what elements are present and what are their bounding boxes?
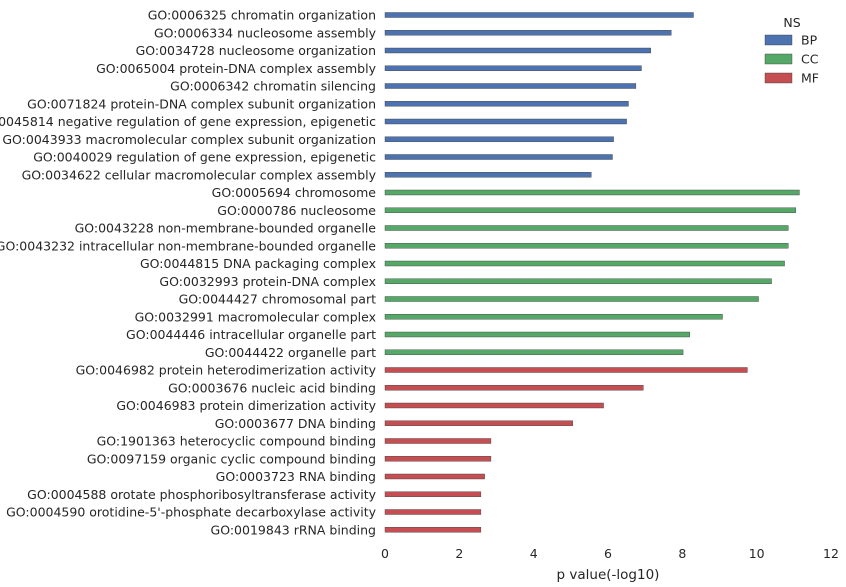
bar-cc-8: [384, 331, 690, 338]
x-tick-label: 12: [823, 546, 839, 561]
bar-bp-1: [384, 30, 672, 36]
category-label: GO:0006334 nucleosome assembly: [154, 25, 377, 40]
x-tick-label: 4: [530, 546, 538, 561]
category-label: GO:0044427 chromosomal part: [179, 292, 376, 307]
bar-mf-6: [384, 473, 485, 480]
category-label: GO:0044446 intracellular organelle part: [126, 327, 376, 342]
category-label: GO:0006325 chromatin organization: [148, 8, 376, 23]
category-label: GO:0019843 rRNA binding: [211, 522, 376, 537]
category-labels-group: GO:0006325 chromatin organization GO:0006…: [0, 8, 377, 538]
legend-label-cc: CC: [801, 52, 819, 67]
bar-mf-8: [384, 509, 482, 515]
x-tick-label: 0: [381, 546, 389, 561]
bar-bp-9: [384, 172, 592, 178]
bar-bp-6: [384, 118, 627, 125]
category-label: GO:0040029 regulation of gene expression…: [33, 150, 376, 165]
category-label: GO:0044422 organelle part: [205, 345, 376, 360]
legend: NS BP CC MF: [764, 15, 819, 86]
category-label: GO:0044815 DNA packaging complex: [140, 256, 376, 271]
bar-cc-1: [384, 207, 796, 213]
bar-bp-2: [384, 47, 651, 54]
category-label: GO:0045814 negative regulation of gene e…: [0, 114, 376, 129]
bar-bp-4: [384, 83, 637, 89]
bar-mf-2: [384, 402, 604, 409]
x-tick-label: 8: [678, 546, 686, 561]
category-label: GO:0034728 nucleosome organization: [136, 43, 376, 58]
bars-group: [384, 12, 800, 533]
x-tick-label: 6: [604, 546, 612, 561]
bar-bp-8: [384, 154, 613, 160]
category-label: GO:0032993 protein-DNA complex: [159, 274, 376, 289]
bar-cc-7: [384, 314, 723, 320]
category-label: GO:0003723 RNA binding: [216, 469, 376, 484]
x-axis-ticks-group: 0 2 4 6 8 10 12: [381, 546, 839, 561]
legend-swatch-cc: [764, 53, 793, 65]
category-label: GO:0046982 protein heterodimerization ac…: [76, 363, 377, 378]
category-label: GO:0071824 protein-DNA complex subunit o…: [27, 96, 376, 111]
bar-cc-4: [384, 260, 785, 267]
bar-mf-0: [384, 367, 748, 373]
bar-mf-1: [384, 385, 644, 391]
legend-swatch-mf: [764, 72, 793, 84]
category-label: GO:0043933 macromolecular complex subuni…: [2, 132, 376, 147]
category-label: GO:0003676 nucleic acid binding: [168, 380, 376, 395]
category-label: GO:0032991 macromolecular complex: [135, 309, 376, 324]
bar-cc-2: [384, 225, 789, 231]
bar-cc-0: [384, 189, 800, 196]
category-label: GO:0000786 nucleosome: [217, 203, 376, 218]
category-label: GO:0043232 intracellular non-membrane-bo…: [0, 238, 376, 253]
category-label: GO:0034622 cellular macromolecular compl…: [22, 167, 377, 182]
category-label: GO:0097159 organic cyclic compound bindi…: [87, 451, 376, 466]
category-label: GO:0005694 chromosome: [212, 185, 377, 200]
category-label: GO:1901363 heterocyclic compound binding: [97, 434, 376, 449]
bar-mf-3: [384, 420, 573, 426]
category-label: GO:0046983 protein dimerization activity: [116, 398, 376, 413]
bar-cc-3: [384, 243, 789, 249]
bar-bp-5: [384, 101, 629, 107]
bar-cc-5: [384, 278, 772, 284]
bar-cc-6: [384, 296, 759, 302]
x-tick-label: 10: [749, 546, 765, 561]
bar-bp-7: [384, 136, 614, 142]
legend-title: NS: [783, 15, 800, 30]
category-label: GO:0006342 chromatin silencing: [170, 79, 376, 94]
bar-bp-3: [384, 65, 642, 71]
category-label: GO:0004588 orotate phosphoribosyltransfe…: [27, 487, 376, 502]
legend-label-bp: BP: [801, 33, 818, 48]
legend-label-mf: MF: [801, 71, 819, 86]
x-axis-title: p value(-log10): [557, 567, 660, 583]
x-tick-label: 2: [455, 546, 463, 561]
category-label: GO:0003677 DNA binding: [215, 416, 376, 431]
bar-cc-9: [384, 349, 684, 355]
legend-swatch-bp: [764, 34, 793, 46]
category-label: GO:0065004 protein-DNA complex assembly: [96, 61, 377, 76]
bar-bp-0: [384, 12, 694, 18]
legend-items-group: BP CC MF: [764, 33, 819, 86]
category-label: GO:0043228 non-membrane-bounded organell…: [75, 221, 377, 236]
bar-mf-9: [384, 527, 482, 533]
category-label: GO:0004590 orotidine-5'-phosphate decarb…: [6, 505, 377, 520]
bar-mf-5: [384, 456, 492, 462]
bar-mf-7: [384, 491, 482, 497]
bar-mf-4: [384, 438, 492, 444]
